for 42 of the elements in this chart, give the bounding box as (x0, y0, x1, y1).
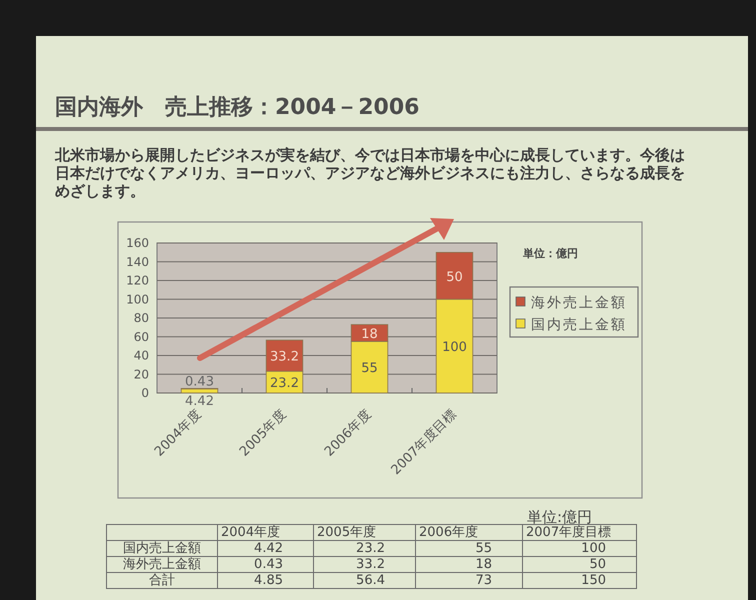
data-label: 4.42 (218, 540, 314, 556)
data-label: 4.85 (218, 572, 314, 588)
chart-title: 国内海外 売上推移：2004－2006 (55, 94, 420, 122)
data-label: 73 (416, 572, 522, 588)
data-label: 56.4 (314, 572, 416, 588)
y-tick-label: 0 (141, 386, 149, 400)
data-label: 33.2 (270, 350, 299, 365)
y-tick-label: 20 (134, 367, 149, 382)
data-label: 100 (522, 540, 636, 556)
y-tick-label: 120 (126, 274, 149, 288)
data-label: 0.43 (218, 556, 314, 572)
table-cell: 国内売上金額 (106, 540, 218, 556)
legend-label: 海外売上金額 (531, 295, 627, 311)
data-label: 0.43 (185, 374, 214, 390)
text: 単位:億円 (527, 508, 592, 526)
data-label: 4.42 (185, 394, 214, 409)
table-cell: 合計 (106, 572, 218, 588)
table-cell: 海外売上金額 (106, 556, 218, 572)
data-label: 55 (416, 540, 522, 556)
data-label: 23.2 (314, 540, 416, 556)
legend-label: 国内売上金額 (531, 317, 627, 333)
text: 単位：億円 (522, 247, 578, 260)
y-tick-label: 40 (134, 348, 149, 362)
y-tick-label: 80 (134, 311, 149, 325)
y-tick-label: 140 (126, 254, 149, 269)
y-tick-label: 160 (126, 236, 149, 250)
data-label: 18 (416, 556, 522, 572)
table-cell: 2006年度 (416, 524, 522, 540)
data-label: 33.2 (314, 556, 416, 572)
data-label: 150 (522, 572, 636, 588)
y-tick-label: 60 (134, 330, 149, 344)
table-cell: 2007年度目標 (522, 524, 636, 540)
data-label: 100 (442, 340, 467, 356)
data-label: 18 (361, 327, 378, 342)
chart-subtitle: 北米市場から展開したビジネスが実を結び、今では日本市場を中心に成長しています。今後は日本だけでなくアメリカ、ヨーロッパ、アジアなど海外ビジネスにも注力し、さらなる成長をめざします。 (55, 146, 686, 200)
y-tick-label: 100 (126, 292, 149, 306)
data-label: 55 (361, 361, 378, 376)
table-cell: 2004年度 (218, 524, 314, 540)
table-cell: 2005年度 (314, 524, 416, 540)
data-label: 50 (522, 556, 636, 572)
data-label: 50 (446, 270, 463, 285)
data-label: 23.2 (270, 376, 299, 392)
